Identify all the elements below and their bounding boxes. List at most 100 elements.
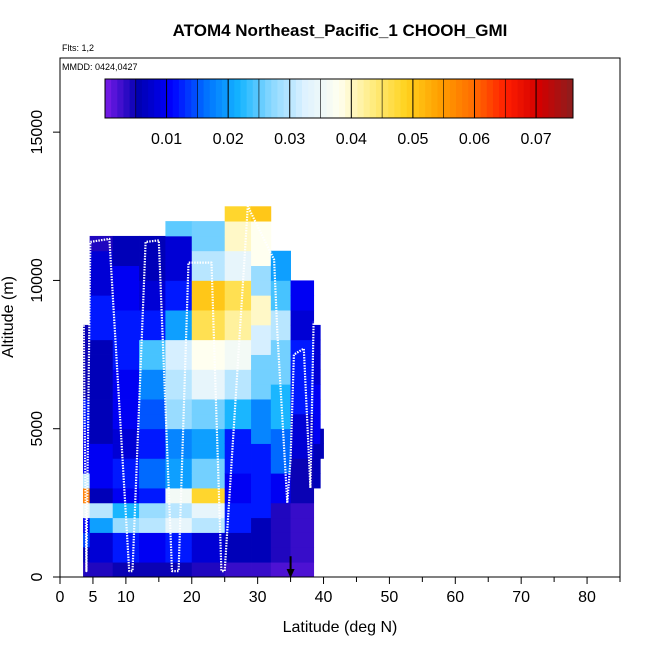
colorbar-swatch (437, 79, 445, 118)
heatmap-cell (251, 428, 272, 444)
heatmap-cell (89, 399, 114, 415)
heatmap-cell (139, 399, 166, 415)
colorbar-swatch (443, 79, 451, 118)
colorbar-frame (104, 78, 574, 119)
heatmap-cell (191, 310, 226, 326)
heatmap-cell (191, 235, 226, 252)
heatmap-cell (290, 324, 315, 341)
colorbar-swatch (178, 79, 186, 118)
heatmap-cell (290, 280, 315, 296)
heatmap-cell (290, 310, 315, 326)
heatmap-cell (89, 324, 114, 341)
heatmap-cell (251, 399, 272, 415)
heatmap-cell (224, 488, 252, 504)
colorbar-tick-label: 0.04 (336, 131, 367, 148)
colorbar-swatch (320, 79, 328, 118)
heatmap-cell (191, 502, 226, 519)
colorbar-swatch (191, 79, 198, 118)
heatmap-cell (165, 428, 193, 444)
heatmap-cell (83, 369, 91, 385)
heatmap-cell (270, 502, 291, 519)
heatmap-cell (89, 488, 114, 504)
colorbar-swatch (154, 79, 161, 118)
heatmap-cell (89, 250, 114, 266)
heatmap-cell (251, 250, 272, 266)
heatmap-cell (165, 458, 193, 474)
heatmap-cell (290, 384, 315, 400)
x-axis: 0 5 10 20 30 40 50 60 70 80 (56, 577, 621, 606)
colorbar-swatch (265, 79, 272, 118)
heatmap-cell (290, 562, 315, 578)
heatmap-cell (251, 532, 272, 548)
colorbar-swatch (141, 79, 149, 118)
heatmap-cell (290, 473, 315, 489)
heatmap-cell (270, 280, 291, 296)
heatmap-cell (112, 413, 140, 430)
heatmap-cell (165, 235, 193, 252)
heatmap-cell (313, 324, 321, 341)
colorbar-swatch (363, 79, 371, 118)
heatmap-cell (290, 339, 315, 355)
heatmap-cell (251, 295, 272, 311)
heatmap-cell (290, 399, 315, 415)
heatmap-cell (270, 295, 291, 311)
heatmap-cell (139, 339, 166, 355)
colorbar-swatch (542, 79, 549, 118)
colorbar-swatch (215, 79, 223, 118)
colorbar-swatch (271, 79, 278, 118)
heatmap-cell (139, 413, 166, 430)
marker-arrow-head (286, 569, 295, 578)
colorbar-swatch (228, 79, 235, 118)
heatmap-cell (83, 324, 91, 341)
x-tick-label: 40 (315, 589, 333, 606)
heatmap-cell (139, 250, 166, 266)
heatmap-cell (191, 250, 226, 266)
colorbar-swatch (277, 79, 285, 118)
heatmap-cell (191, 517, 226, 533)
heatmap-cell (191, 413, 226, 430)
colorbar-swatch (492, 79, 500, 118)
colorbar-swatch (449, 79, 457, 118)
heatmap-cell (139, 384, 166, 400)
colorbar-swatch (222, 79, 229, 118)
heatmap-cell (270, 250, 291, 266)
colorbar-swatch (123, 79, 131, 118)
heatmap-cell (165, 502, 193, 519)
heatmap-cell (112, 399, 140, 415)
heatmap-cell (224, 280, 252, 296)
colorbar-swatch (419, 79, 426, 118)
heatmap-cell (83, 413, 91, 430)
heatmap-cell (270, 517, 291, 533)
colorbar-swatch (209, 79, 217, 118)
heatmap-cell (224, 206, 252, 222)
heatmap-cell (191, 562, 226, 578)
heatmap-cell (224, 295, 252, 311)
heatmap-cell (165, 399, 193, 415)
heatmap-cell (191, 384, 226, 400)
colorbar-tick-label: 0.05 (397, 131, 428, 148)
heatmap-cell (139, 295, 166, 311)
heatmap-cell (251, 221, 272, 237)
heatmap-cell (270, 547, 291, 563)
heatmap-cell (165, 339, 193, 355)
colorbar-swatch (111, 79, 118, 118)
heatmap-cell (139, 354, 166, 370)
heatmap-cell (313, 443, 321, 459)
colorbar-swatch (135, 79, 143, 118)
heatmap-cell (89, 428, 114, 444)
x-tick-label: 50 (381, 589, 399, 606)
heatmap-cell (290, 295, 315, 311)
x-tick-label: 30 (249, 589, 267, 606)
colorbar-swatch (332, 79, 340, 118)
heatmap-cell (313, 473, 321, 489)
heatmap-cell (139, 324, 166, 341)
heatmap-cell (112, 547, 140, 563)
heatmap-cell (139, 532, 166, 548)
heatmap-cell (224, 502, 252, 519)
heatmap-cell (89, 502, 114, 519)
heatmap-cell (165, 384, 193, 400)
heatmap-cell (191, 295, 226, 311)
heatmap-cell (139, 517, 166, 533)
x-axis-label: Latitude (deg N) (283, 619, 398, 636)
heatmap-cell (89, 458, 114, 474)
